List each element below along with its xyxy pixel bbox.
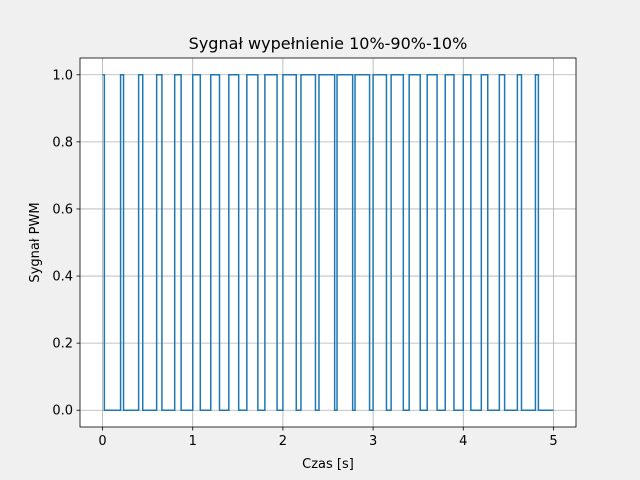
plot-area: [80, 58, 576, 427]
x-tick-label: 5: [549, 434, 557, 449]
y-axis-ticks: 0.0 0.2 0.4 0.6 0.8 1.0: [52, 68, 80, 419]
x-tick-label: 3: [369, 434, 377, 449]
y-tick-label: 0.6: [52, 202, 73, 217]
x-tick-label: 4: [459, 434, 467, 449]
y-tick-label: 0.0: [52, 404, 73, 419]
x-tick-label: 1: [189, 434, 197, 449]
plot-frame: [79, 57, 577, 428]
y-tick-label: 1.0: [52, 68, 73, 83]
x-axis-ticks: 0 1 2 3 4 5: [98, 427, 558, 449]
x-axis-label: Czas [s]: [302, 457, 354, 472]
pwm-signal-line: [102, 74, 554, 411]
y-tick-label: 0.4: [52, 270, 73, 285]
y-tick-label: 0.8: [52, 135, 73, 150]
x-tick-label: 0: [98, 434, 106, 449]
y-tick-label: 0.2: [52, 337, 73, 352]
x-tick-label: 2: [279, 434, 287, 449]
pwm-series: [102, 74, 554, 411]
chart-title: Sygnał wypełnienie 10%-90%-10%: [189, 34, 468, 53]
y-axis-label: Sygnał PWM: [28, 202, 43, 282]
